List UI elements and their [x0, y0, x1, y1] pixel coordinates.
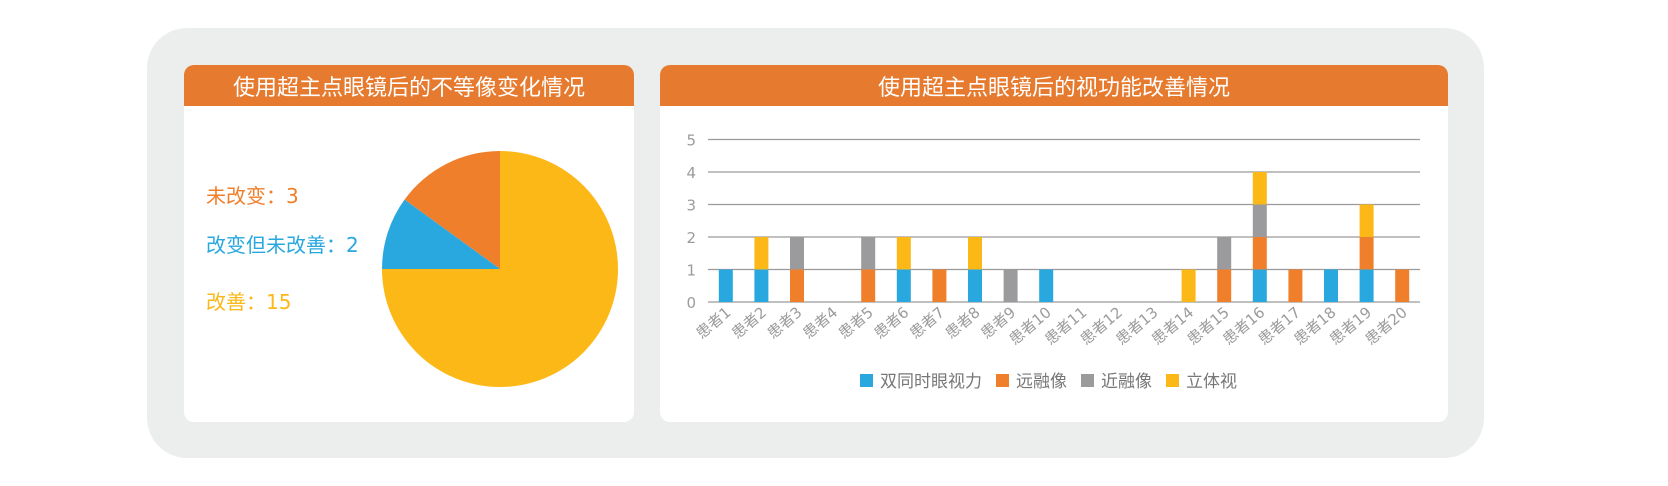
legend-swatch: [1166, 374, 1179, 387]
bar-segment: [1324, 269, 1338, 302]
y-tick-label: 1: [686, 262, 696, 280]
x-tick-label: 患者6: [871, 303, 913, 342]
y-tick-label: 0: [686, 294, 696, 312]
x-tick-label: 患者7: [906, 303, 948, 342]
bar-segment: [1359, 269, 1374, 302]
bar-segment: [896, 269, 911, 302]
x-tick-label: 患者1: [693, 303, 735, 342]
legend-label: 双同时眼视力: [880, 372, 982, 392]
bar-segment: [861, 269, 876, 302]
y-tick-label: 2: [686, 229, 696, 247]
bar-segment: [1252, 172, 1267, 205]
legend-label: 立体视: [1186, 372, 1237, 392]
bar-segment: [718, 269, 733, 302]
bar-segment: [754, 237, 769, 270]
bar-segment: [754, 269, 769, 302]
bar-segment: [1217, 269, 1232, 302]
x-tick-label: 患者2: [728, 303, 770, 342]
legend-swatch: [996, 374, 1009, 387]
x-tick-label: 患者8: [942, 303, 984, 342]
pie-slice-changed-not-improved: [382, 199, 500, 269]
pie-slice-improved: [382, 151, 618, 387]
bar-segment: [1252, 204, 1267, 237]
legend-label: 近融像: [1101, 372, 1152, 392]
bar-segment: [790, 237, 804, 270]
stacked-bar-chart: 012345患者1患者2患者3患者4患者5患者6患者7患者8患者9患者10患者1…: [686, 132, 1420, 392]
bar-segment: [1288, 269, 1303, 302]
pie-legend-changed-not-improved: 改变但未改善：2: [206, 233, 359, 257]
bar-segment: [861, 237, 876, 270]
bar-segment: [1395, 269, 1410, 302]
bar-segment: [1003, 269, 1018, 302]
bar-segment: [1039, 269, 1054, 302]
y-tick-label: 3: [686, 197, 696, 215]
bar-segment: [1359, 237, 1374, 270]
bar-segment: [896, 237, 911, 270]
bar-segment: [1217, 237, 1232, 270]
pie-chart: [382, 151, 618, 387]
pie-chart-card: 使用超主点眼镜后的不等像变化情况 未改变：3 改变但未改善：2 改善：15: [184, 65, 634, 422]
bar-segment: [790, 269, 804, 302]
pie-legend-improved: 改善：15: [206, 290, 292, 314]
bar-segment: [1252, 269, 1267, 302]
x-tick-label: 患者3: [764, 303, 806, 342]
legend-label: 远融像: [1016, 372, 1067, 392]
bar-chart-title: 使用超主点眼镜后的视功能改善情况: [660, 65, 1448, 106]
pie-legend-unchanged: 未改变：3: [206, 184, 299, 208]
legend-swatch: [1081, 374, 1094, 387]
bar-segment: [932, 269, 947, 302]
legend-swatch: [860, 374, 873, 387]
pie-chart-title: 使用超主点眼镜后的不等像变化情况: [184, 65, 634, 106]
bar-chart-card: 使用超主点眼镜后的视功能改善情况 0 1 2 3 4 5 患者1 患者2 患者3 患者4 患者5 患者…: [660, 65, 1448, 422]
x-tick-label: 患者5: [835, 303, 877, 342]
bar-segment: [1181, 269, 1196, 302]
bar-segment: [968, 237, 982, 270]
y-tick-label: 5: [686, 132, 696, 150]
bar-segment: [1359, 204, 1374, 237]
bar-segment: [1252, 237, 1267, 270]
pie-slice-unchanged: [404, 151, 500, 269]
y-tick-label: 4: [686, 164, 696, 182]
x-tick-label: 患者4: [799, 303, 841, 342]
bar-segment: [968, 269, 982, 302]
